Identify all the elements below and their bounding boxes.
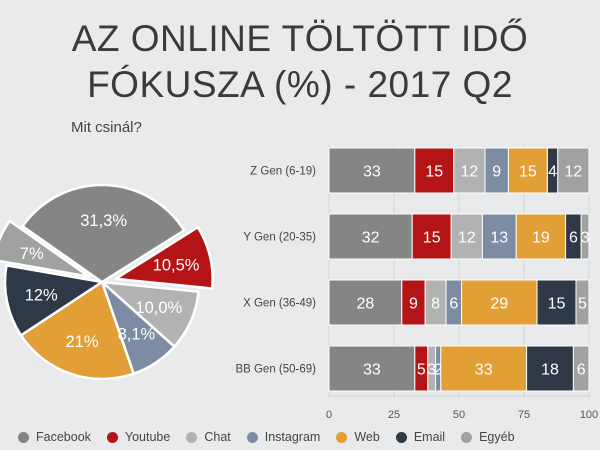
- legend-swatch: [246, 431, 258, 443]
- bar-value-instagram: 13: [490, 230, 508, 247]
- pie-slice-youtube: [114, 226, 214, 290]
- x-tick-label: 50: [453, 409, 465, 421]
- bar-segment-web: [507, 147, 548, 194]
- pie-slice-web: [19, 280, 135, 381]
- bar-value-web: 33: [475, 362, 493, 379]
- page-title: AZ ONLINE TÖLTÖTT IDŐ FÓKUSZA (%) - 2017…: [0, 16, 600, 108]
- bar-segment-facebook: [328, 279, 403, 326]
- legend-label: Egyéb: [479, 430, 515, 444]
- bar-segment-facebook: [328, 213, 413, 260]
- legend-label: Facebook: [36, 430, 91, 444]
- bar-value-chat: 3: [427, 362, 436, 379]
- legend-item-youtube: Youtube: [106, 430, 171, 444]
- bar-segment-facebook: [328, 147, 416, 194]
- pie-slice-email: [3, 264, 104, 337]
- bar-segment-egy-b: [572, 345, 590, 392]
- bar-value-instagram: 6: [449, 296, 458, 313]
- bar-value-email: 4: [548, 164, 557, 181]
- subtitle: Mit csinál?: [71, 119, 142, 136]
- legend-swatch: [106, 431, 118, 443]
- legend-swatch: [18, 431, 29, 443]
- pie-label-chat: 10,0%: [135, 299, 182, 317]
- bar-segment-email: [536, 279, 577, 326]
- legend-swatch: [461, 431, 473, 443]
- legend-item-facebook: Facebook: [18, 430, 91, 444]
- bar-value-egy-b: 5: [578, 296, 587, 313]
- bar-value-email: 15: [548, 296, 566, 313]
- bar-value-chat: 12: [458, 230, 476, 247]
- bar-segment-facebook: [328, 345, 416, 392]
- bar-segment-egy-b: [557, 147, 590, 194]
- legend-swatch: [395, 431, 407, 443]
- legend-item-email: Email: [395, 430, 446, 444]
- bar-segment-email: [526, 345, 574, 392]
- bar-value-egy-b: 12: [565, 164, 583, 181]
- x-tick-label: 0: [326, 409, 332, 421]
- legend-label: Email: [413, 430, 446, 444]
- pie-slice-egy-b: [0, 219, 91, 278]
- legend-label: Instagram: [264, 430, 321, 444]
- legend-item-instagram: Instagram: [246, 430, 321, 444]
- bar-value-web: 19: [532, 230, 550, 247]
- bar-value-facebook: 32: [362, 230, 380, 247]
- pie-label-egy-b: 7%: [20, 245, 44, 263]
- bar-value-web: 15: [519, 164, 537, 181]
- bar-value-youtube: 9: [409, 296, 418, 313]
- bar-segment-egy-b: [580, 213, 590, 260]
- category-label: Y Gen (20-35): [243, 232, 316, 244]
- legend-item-chat: Chat: [186, 430, 231, 444]
- pie-label-instagram: 8,1%: [118, 326, 156, 344]
- bar-value-youtube: 5: [417, 362, 426, 379]
- category-label: BB Gen (50-69): [235, 364, 316, 376]
- legend-label: Youtube: [124, 430, 171, 444]
- bar-value-email: 18: [541, 362, 559, 379]
- bar-segment-web: [515, 213, 567, 260]
- pie-label-web: 21%: [65, 333, 98, 351]
- legend-swatch: [186, 431, 198, 443]
- bar-segment-web: [440, 345, 528, 392]
- pie-slice-facebook: [21, 183, 186, 284]
- pie-label-youtube: 10,5%: [153, 257, 200, 275]
- legend-item-egy-b: Egyéb: [461, 430, 515, 444]
- bar-segment-instagram: [481, 213, 517, 260]
- category-label: X Gen (36-49): [243, 298, 316, 310]
- bar-value-chat: 8: [431, 296, 440, 313]
- legend-swatch: [336, 431, 348, 443]
- bar-value-web: 29: [490, 296, 508, 313]
- title-line-1: AZ ONLINE TÖLTÖTT IDŐ: [71, 18, 529, 59]
- bar-value-facebook: 33: [363, 362, 381, 379]
- bar-segment-chat: [450, 213, 483, 260]
- x-tick-label: 75: [518, 409, 530, 421]
- bar-value-facebook: 28: [357, 296, 375, 313]
- bar-segment-youtube: [411, 213, 452, 260]
- legend-label: Chat: [204, 430, 231, 444]
- bar-value-egy-b: 3: [581, 230, 590, 247]
- bar-value-instagram: 2: [434, 362, 443, 379]
- bar-segment-egy-b: [575, 279, 590, 326]
- bar-value-youtube: 15: [425, 164, 443, 181]
- bar-value-instagram: 9: [492, 164, 501, 181]
- pie-label-facebook: 31,3%: [80, 212, 127, 230]
- legend: Facebook Youtube Chat Instagram Web Email Egyé…: [18, 426, 598, 448]
- bar-value-youtube: 15: [423, 230, 441, 247]
- legend-label: Web: [354, 430, 380, 444]
- category-label: Z Gen (6-19): [250, 166, 316, 178]
- bar-value-chat: 12: [461, 164, 479, 181]
- pie-label-email: 12%: [25, 287, 58, 305]
- bar-value-facebook: 33: [363, 164, 381, 181]
- x-tick-label: 25: [388, 409, 400, 421]
- legend-item-web: Web: [336, 430, 380, 444]
- x-tick-label: 100: [580, 409, 598, 421]
- bar-value-email: 6: [569, 230, 578, 247]
- bar-value-egy-b: 6: [577, 362, 586, 379]
- title-line-2: FÓKUSZA (%) - 2017 Q2: [87, 64, 513, 105]
